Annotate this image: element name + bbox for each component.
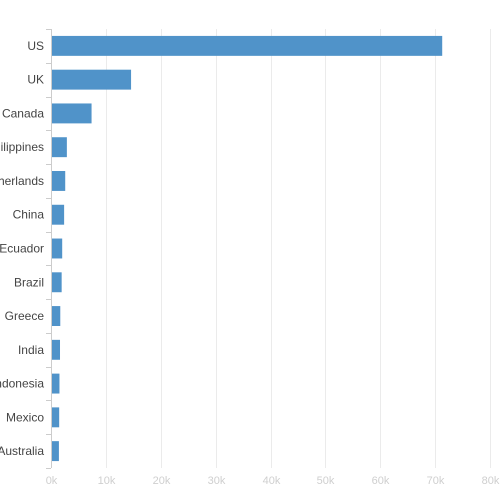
category-label-australia: Australia [0,444,44,458]
y-axis-ticks [46,29,51,469]
category-label-philippines: Philippines [0,140,44,154]
category-label-china: China [13,208,45,222]
bar-australia[interactable] [51,441,59,462]
category-label-ecuador: Ecuador [0,242,44,256]
category-labels: US UK Canada Philippines Netherlands China Ecu… [0,39,44,458]
bar-brazil[interactable] [51,272,62,293]
bar-ecuador[interactable] [51,238,63,259]
bars [51,35,443,462]
x-tick-label-80k: 80k [482,475,500,487]
bar-philippines[interactable] [51,137,67,158]
category-label-greece: Greece [5,309,45,323]
bar-uk[interactable] [51,69,132,90]
category-label-india: India [18,343,44,357]
bar-netherlands[interactable] [51,170,66,191]
x-tick-label-10k: 10k [98,475,116,487]
bar-india[interactable] [51,339,61,360]
category-label-netherlands: Netherlands [0,174,44,188]
x-tick-label-40k: 40k [263,475,281,487]
bar-mexico[interactable] [51,407,60,428]
bar-us[interactable] [51,35,443,56]
category-label-brazil: Brazil [14,275,44,289]
category-label-indonesia: Indonesia [0,377,44,391]
x-tick-label-60k: 60k [372,475,390,487]
x-axis-labels: 0k 10k 20k 30k 40k 50k 60k 70k 80k [46,475,500,487]
category-label-uk: UK [27,73,44,87]
x-tick-label-30k: 30k [208,475,226,487]
x-tick-label-70k: 70k [427,475,445,487]
gridlines [106,29,491,468]
category-label-us: US [27,39,44,53]
bar-canada[interactable] [51,103,92,124]
x-tick-label-20k: 20k [153,475,171,487]
bar-indonesia[interactable] [51,373,60,394]
x-tick-label-0k: 0k [46,475,58,487]
category-label-mexico: Mexico [6,410,44,424]
bar-china[interactable] [51,204,65,225]
x-tick-label-50k: 50k [317,475,335,487]
bar-greece[interactable] [51,306,61,327]
category-label-canada: Canada [2,106,44,120]
